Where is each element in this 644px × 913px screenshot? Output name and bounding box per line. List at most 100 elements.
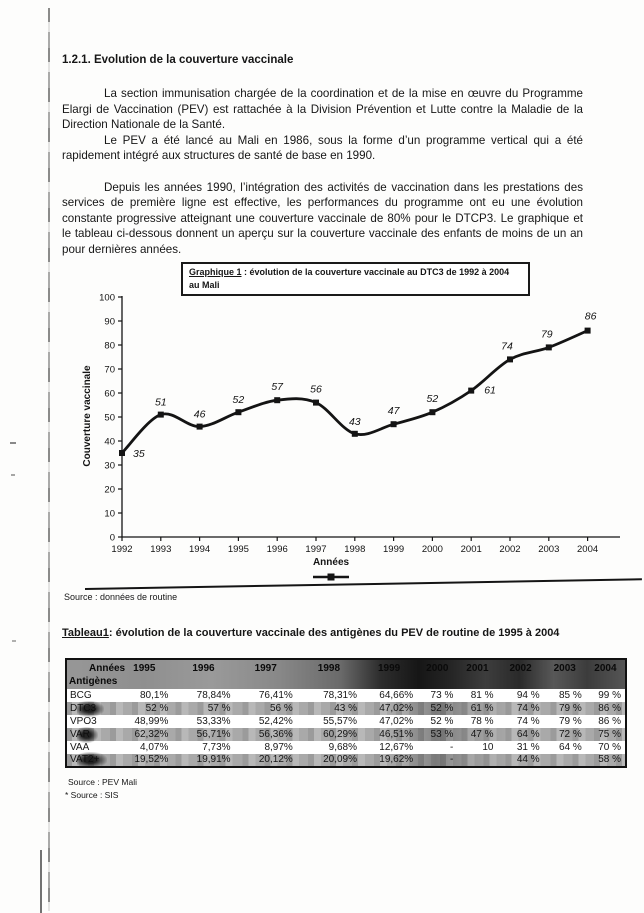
data-point-label: 43 <box>349 416 361 428</box>
table-cell: 52 % <box>430 702 454 714</box>
x-tick-label: 1993 <box>150 544 171 555</box>
table-cell: 10 <box>482 741 494 753</box>
x-tick-label: 2004 <box>577 544 598 555</box>
table-source-note-sis: * Source : SIS <box>65 790 119 800</box>
data-point-marker <box>468 387 475 394</box>
table-cell: 56,36% <box>258 728 293 740</box>
data-point-label: 52 <box>427 393 439 405</box>
table-cell: 47,02% <box>379 702 414 714</box>
data-point-marker <box>313 399 319 406</box>
table-cell: 61 % <box>470 702 494 714</box>
data-point-label: 74 <box>501 340 513 352</box>
table-cell: 20,09% <box>323 754 358 765</box>
y-tick-label: 80 <box>104 341 115 352</box>
scan-artifact-line <box>48 8 50 911</box>
table-cell: 4,07% <box>140 741 169 753</box>
scan-artifact-mark <box>12 640 16 642</box>
data-point-label: 46 <box>194 409 206 421</box>
data-point-marker <box>119 450 125 456</box>
y-tick-label: 40 <box>104 437 115 448</box>
table-cell: 8,97% <box>264 741 293 753</box>
table-cell: 64 % <box>516 728 540 740</box>
table-cell: 7,73% <box>202 741 231 753</box>
y-tick-label: 10 <box>104 509 115 520</box>
table-cell: 79 % <box>558 715 582 727</box>
body-text-column: La section immunisation chargée de la co… <box>62 86 583 257</box>
table-cell: 19,52% <box>134 754 169 765</box>
table-cell: 19,62% <box>379 754 414 765</box>
table-row: VAA 4,07% 7,73% 8,97% 9,68% 12,67% - 10 31 % 64 %… <box>66 741 626 754</box>
data-point-marker <box>351 430 358 437</box>
table-cell: 81 % <box>470 689 494 701</box>
table-cell: 72 % <box>558 728 582 740</box>
data-point-label: 57 <box>271 381 284 393</box>
data-point-marker <box>157 411 164 418</box>
table-cell: 43 % <box>334 702 358 714</box>
x-tick-label: 1992 <box>111 544 132 555</box>
section-heading: 1.2.1. Evolution de la couverture vaccin… <box>62 54 294 66</box>
table-cell: 64,66% <box>379 689 414 701</box>
x-axis-title: Années <box>313 557 350 568</box>
paragraph-pev-launch: Le PEV a été lancé au Mali en 1986, sous… <box>62 133 583 163</box>
year-header: 1998 <box>317 663 341 674</box>
table-cell: - <box>450 754 454 765</box>
chart-caption-label: Graphique 1 <box>189 267 242 277</box>
x-tick-label: 1998 <box>344 544 365 555</box>
year-header: 2003 <box>553 663 576 674</box>
table-cell: 76,41% <box>258 689 293 701</box>
table-cell: 94 % <box>516 689 540 701</box>
paragraph-immunisation: La section immunisation chargée de la co… <box>62 87 583 131</box>
table-cell: 86 % <box>598 715 621 727</box>
x-tick-label: 2003 <box>538 544 559 555</box>
table-title-text: : évolution de la couverture vaccinale d… <box>108 627 560 639</box>
table-cell: 60,29% <box>323 728 358 740</box>
corner-label-antigens: Antigènes <box>69 676 118 687</box>
data-point-marker <box>390 421 397 428</box>
table-cell: 48,99% <box>134 715 169 727</box>
table-cell: 20,12% <box>258 754 293 765</box>
table-cell: 52 % <box>430 715 454 727</box>
table-header-row: Années Antigènes 1995 1996 1997 1998 1999 2000 2… <box>66 659 626 689</box>
table-cell: 70 % <box>598 741 621 753</box>
year-header: 2002 <box>509 663 532 674</box>
table-cell: 53 % <box>430 728 454 740</box>
table-title-label: Tableau1 <box>62 627 109 639</box>
data-point-label: 86 <box>585 311 597 323</box>
chart-caption-box: Graphique 1 : évolution de la couverture… <box>181 262 530 296</box>
x-tick-label: 1994 <box>189 544 210 555</box>
x-tick-label: 1995 <box>228 544 249 555</box>
table-cell: 31 % <box>516 741 540 753</box>
table-cell: 74 % <box>516 715 540 727</box>
table-cell: 78,84% <box>196 689 231 701</box>
antigen-label: VAR <box>66 726 116 743</box>
y-axis-title: Couverture vaccinale <box>82 365 93 467</box>
table-cell: - <box>450 741 454 753</box>
data-point-marker <box>235 409 242 416</box>
year-header: 2004 <box>594 663 617 674</box>
table-cell: 56,71% <box>196 728 231 740</box>
table-cell: 55,57% <box>323 715 358 727</box>
y-tick-label: 90 <box>104 317 115 328</box>
table-row: VAR 62,32% 56,71% 56,36% 60,29% 46,51% 53 % 47 … <box>66 726 626 743</box>
table-cell: 46,51% <box>379 728 414 740</box>
table-cell: 78,31% <box>323 689 358 701</box>
y-tick-label: 50 <box>104 413 115 424</box>
table-row: VAT2+ 19,52% 19,91% 20,12% 20,09% 19,62% - 44 %… <box>66 752 626 768</box>
antigen-label: BCG <box>66 689 116 702</box>
data-point-label: 47 <box>388 405 401 417</box>
table-cell: 74 % <box>516 702 540 714</box>
antigen-label-text: BCG <box>70 689 92 701</box>
table-cell: 62,32% <box>134 728 169 740</box>
table-cell: 53,33% <box>196 715 231 727</box>
antigen-label: VPO3 <box>66 715 116 728</box>
table-cell: 12,67% <box>379 741 414 753</box>
data-point-marker <box>196 423 203 430</box>
antigen-label-text: VAA <box>70 741 90 753</box>
antigen-label: VAT2+ <box>66 752 116 768</box>
data-point-label: 52 <box>233 394 245 406</box>
scan-artifact-line <box>40 850 42 913</box>
table-row: BCG 80,1% 78,84% 76,41% 78,31% 64,66% 73 % 81 %… <box>66 689 626 702</box>
antigen-label: DTC3 <box>66 700 116 717</box>
data-point-label: 61 <box>484 385 496 397</box>
antigen-label-text: VAT2+ <box>70 752 108 768</box>
